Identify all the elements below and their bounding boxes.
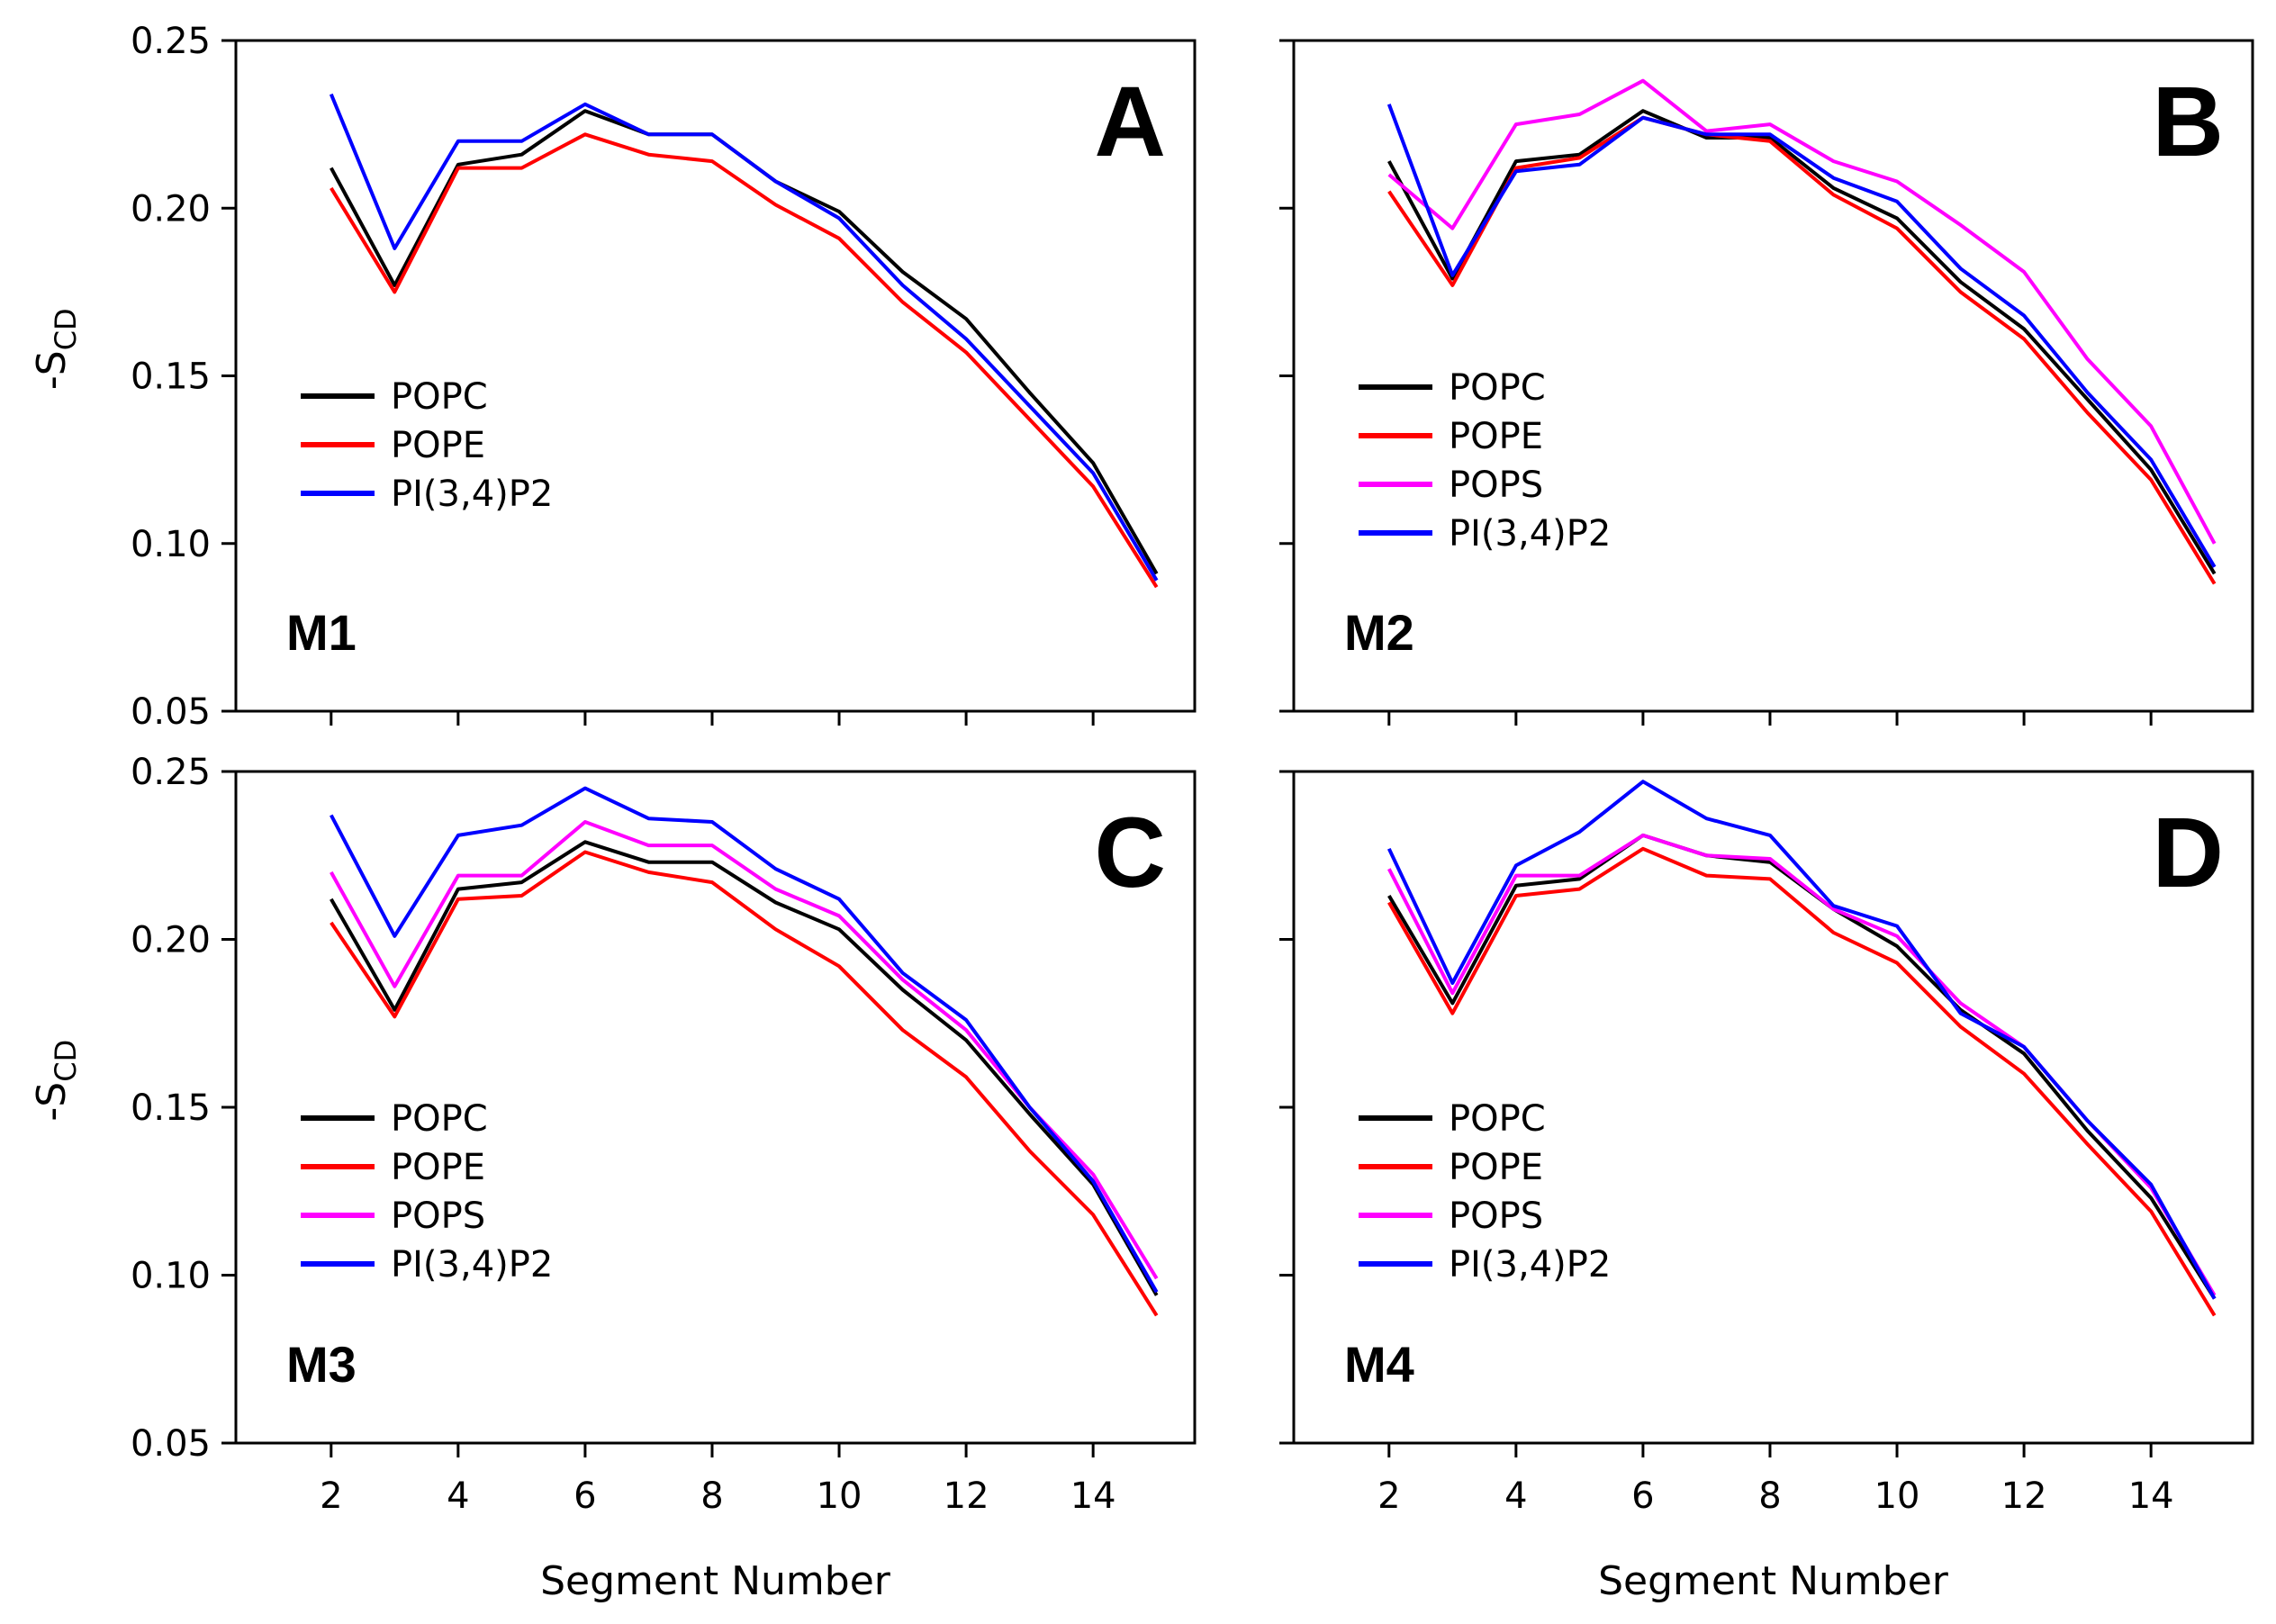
legend-label: POPC [391,1098,488,1140]
y-tick-label: 0.25 [131,752,211,793]
legend-label: PI(3,4)P2 [391,1244,553,1286]
y-tick-label: 0.25 [131,21,211,62]
series-line-pope [330,850,1159,1317]
legend-label: POPS [1449,1195,1543,1237]
x-tick-label: 4 [447,1475,469,1517]
y-axis-title-main: -S [29,350,75,390]
y-axis-title-main: -S [29,1082,75,1122]
x-tick-label: 14 [2128,1475,2174,1517]
y-tick-label: 0.15 [131,356,211,398]
x-tick-label: 6 [1631,1475,1654,1517]
panel-letter: D [2153,798,2224,908]
y-tick-label: 0.05 [131,1423,211,1465]
legend-label: PI(3,4)P2 [391,474,553,515]
legend-label: POPE [1449,416,1543,457]
x-tick-label: 8 [1758,1475,1781,1517]
x-tick-label: 6 [574,1475,596,1517]
panel-d: 2 4 6 8 10 12 14 POPC POPE POPS PI(3,4)P2 D M4 Segmen… [1279,770,2254,1604]
series-line-pi34p2 [330,786,1159,1294]
legend-label: PI(3,4)P2 [1449,1244,1611,1286]
legend-label: POPC [1449,367,1546,409]
legend-label: POPS [391,1195,485,1237]
plot-frame [234,39,1197,713]
panel-model-label: M1 [286,604,357,661]
series-line-pops [1387,78,2217,545]
panels-group: 0.05 0.10 0.15 0.20 0.25 POPC POPE PI(3,4)P2 A M1… [29,21,2254,1604]
plot-frame [234,770,1197,1445]
y-tick-label: 0.05 [131,691,211,733]
legend-label: POPC [1449,1098,1546,1140]
y-axis-title-subscript: CD [49,1040,83,1082]
series-line-pi34p2 [1386,780,2217,1300]
y-axis-title: -SCD [29,308,83,390]
panel-model-label: M3 [286,1336,357,1393]
y-tick-label: 0.10 [131,524,211,565]
y-axis-title: -SCD [29,1040,83,1122]
legend-label: POPE [391,425,485,466]
series-line-pope [330,132,1159,589]
series-line-pi34p2 [1386,104,2217,568]
panel-b: POPC POPE POPS PI(3,4)P2 B M2 [1279,39,2254,726]
series-line-pope [1387,846,2217,1317]
panel-letter: A [1095,67,1166,177]
legend-label: POPC [391,376,488,418]
y-tick-label: 0.20 [131,188,211,230]
x-axis-title: Segment Number [1598,1558,1949,1604]
y-tick-label: 0.15 [131,1087,211,1129]
legend-label: PI(3,4)P2 [1449,513,1611,555]
y-axis-title-subscript: CD [49,308,83,350]
x-tick-label: 10 [817,1475,863,1517]
x-tick-label: 8 [700,1475,723,1517]
legend-label: POPE [1449,1147,1543,1188]
legend-label: POPE [391,1147,485,1188]
legend-label: POPS [1449,465,1543,506]
y-tick-label: 0.10 [131,1256,211,1297]
series-line-pi34p2 [329,93,1159,582]
x-tick-label: 10 [1874,1475,1920,1517]
y-tick-label: 0.20 [131,920,211,961]
series-line-pope [1387,115,2217,585]
panel-a: 0.05 0.10 0.15 0.20 0.25 POPC POPE PI(3,4)P2 A M1… [29,21,1197,733]
x-tick-label: 2 [320,1475,342,1517]
panel-letter: B [2153,67,2224,177]
x-tick-label: 4 [1504,1475,1527,1517]
x-axis-title: Segment Number [540,1558,891,1604]
plot-frame [1292,770,2254,1445]
series-line-popc [1387,109,2217,575]
x-tick-label: 12 [2001,1475,2047,1517]
x-tick-label: 2 [1377,1475,1400,1517]
panel-model-label: M2 [1344,604,1414,661]
panel-c: 0.05 0.10 0.15 0.20 0.25 2 4 6 8 10 12 14 POPC POPE PO… [29,752,1197,1604]
panel-letter: C [1095,798,1166,908]
series-line-popc [330,840,1159,1296]
panel-model-label: M4 [1344,1336,1414,1393]
x-tick-label: 12 [944,1475,989,1517]
x-tick-label: 14 [1070,1475,1116,1517]
